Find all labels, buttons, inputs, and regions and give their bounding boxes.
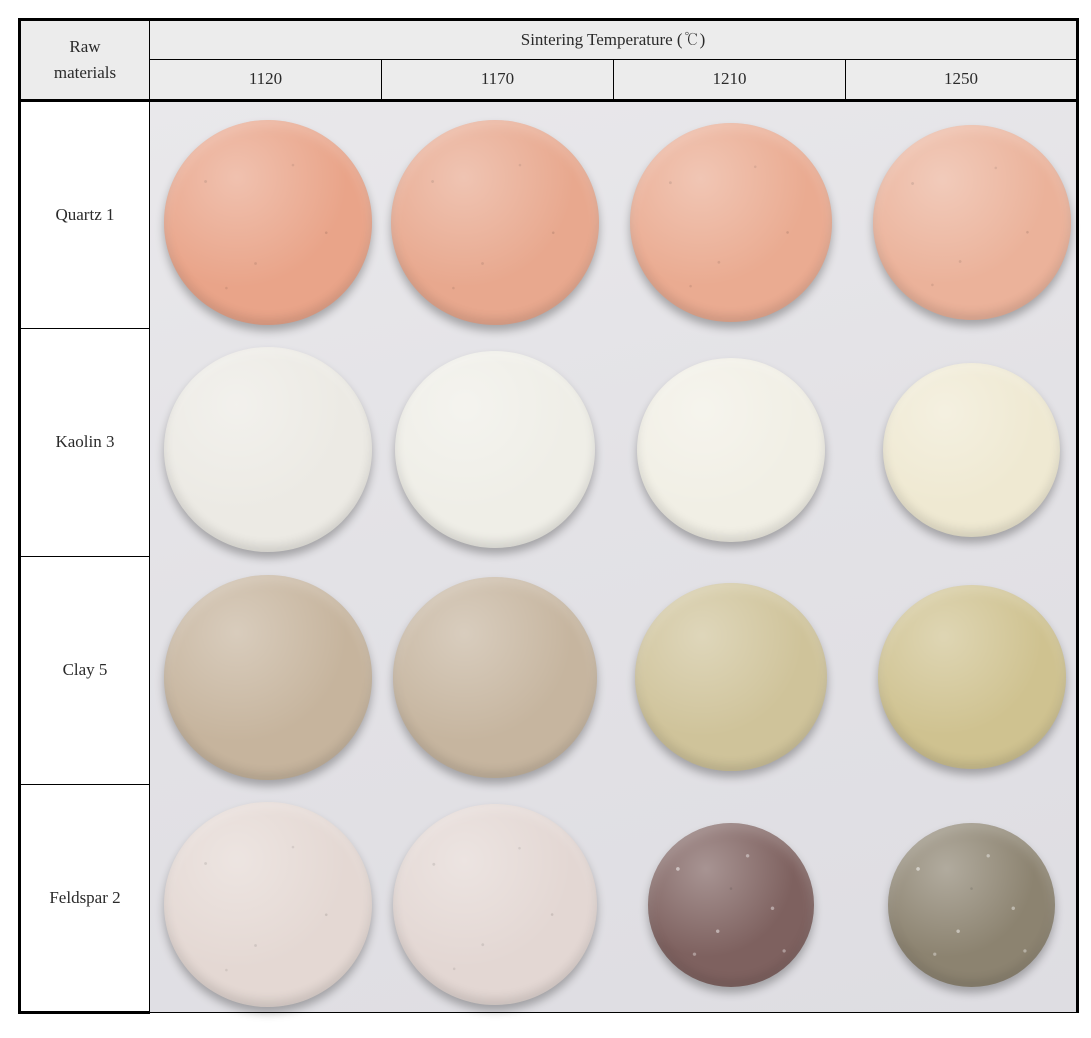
sample-disc-speckle bbox=[391, 120, 599, 325]
sample-disc-speckle bbox=[630, 123, 832, 322]
col-group-title: Sintering Temperature (℃) bbox=[150, 20, 1078, 60]
sample-disc bbox=[873, 125, 1071, 320]
row-header-title: Raw materials bbox=[20, 20, 150, 101]
sample-disc bbox=[393, 577, 597, 778]
sample-disc bbox=[393, 804, 597, 1005]
sample-disc-speckle bbox=[873, 125, 1071, 320]
sample-disc bbox=[164, 575, 372, 780]
sample-disc bbox=[637, 358, 825, 542]
sintering-table: Raw materials Sintering Temperature (℃) … bbox=[18, 18, 1079, 1014]
row-label-material: Clay 5 bbox=[20, 556, 150, 784]
row-label-material: Kaolin 3 bbox=[20, 328, 150, 556]
sample-disc-speckle bbox=[648, 823, 815, 987]
sample-disc bbox=[648, 823, 815, 987]
row-label-material: Feldspar 2 bbox=[20, 784, 150, 1012]
sample-disc-speckle bbox=[164, 802, 372, 1007]
sample-disc bbox=[164, 120, 372, 325]
sample-disc-speckle bbox=[393, 804, 597, 1005]
col-header-temp: 1120 bbox=[150, 60, 382, 100]
sample-disc-speckle bbox=[164, 120, 372, 325]
sample-disc bbox=[878, 585, 1066, 769]
row-label-material: Quartz 1 bbox=[20, 100, 150, 328]
sample-disc bbox=[630, 123, 832, 322]
col-header-temp: 1170 bbox=[382, 60, 614, 100]
sample-disc bbox=[164, 802, 372, 1007]
sample-disc bbox=[888, 823, 1055, 987]
sample-disc bbox=[883, 363, 1060, 537]
sample-photo-layer bbox=[150, 102, 1076, 1012]
sample-disc-speckle bbox=[888, 823, 1055, 987]
sample-disc bbox=[164, 347, 372, 552]
col-header-temp: 1210 bbox=[614, 60, 846, 100]
col-header-temp: 1250 bbox=[846, 60, 1078, 100]
sample-disc bbox=[391, 120, 599, 325]
sample-photo-area bbox=[150, 100, 1078, 1012]
sample-disc bbox=[635, 583, 827, 771]
sample-disc bbox=[395, 351, 595, 548]
